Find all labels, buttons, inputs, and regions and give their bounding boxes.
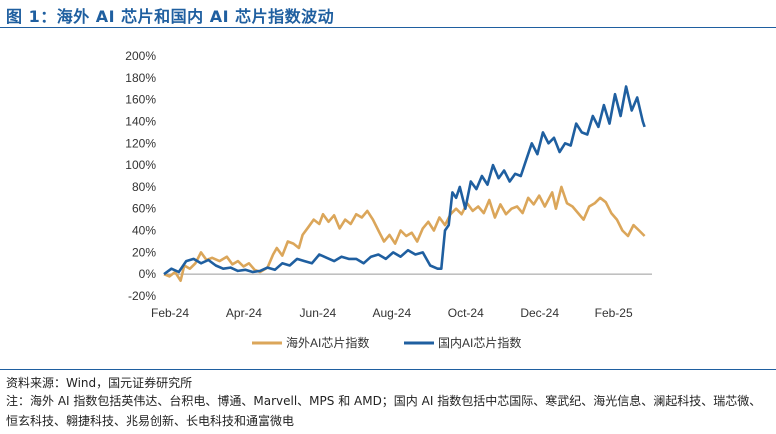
x-tick-label: Oct-24 bbox=[448, 306, 484, 320]
x-tick-label: Feb-24 bbox=[151, 306, 189, 320]
x-tick-label: Jun-24 bbox=[300, 306, 337, 320]
x-tick-label: Dec-24 bbox=[520, 306, 559, 320]
y-tick-label: 200% bbox=[125, 49, 156, 63]
y-tick-label: 20% bbox=[132, 245, 156, 259]
x-tick-label: Apr-24 bbox=[226, 306, 262, 320]
legend-label: 国内AI芯片指数 bbox=[438, 335, 521, 350]
series-line-domestic bbox=[163, 85, 646, 276]
x-tick-label: Feb-25 bbox=[595, 306, 633, 320]
series-lines bbox=[163, 85, 646, 282]
y-tick-label: -20% bbox=[128, 289, 156, 303]
y-tick-label: 0% bbox=[139, 267, 157, 281]
y-tick-label: 40% bbox=[132, 224, 156, 238]
figure-title: 图 1：海外 AI 芯片和国内 AI 芯片指数波动 bbox=[6, 7, 335, 26]
y-tick-label: 100% bbox=[125, 158, 156, 172]
y-tick-label: 80% bbox=[132, 180, 156, 194]
legend-label: 海外AI芯片指数 bbox=[286, 335, 369, 350]
y-tick-label: 60% bbox=[132, 202, 156, 216]
y-tick-label: 120% bbox=[125, 136, 156, 150]
title-divider bbox=[0, 27, 776, 28]
y-tick-label: 160% bbox=[125, 93, 156, 107]
x-axis-tick-labels: Feb-24 Apr-24 Jun-24 Aug-24 Oct-24 Dec-24 Feb-… bbox=[151, 306, 633, 320]
source-note: 资料来源：Wind，国元证券研究所 bbox=[6, 376, 193, 390]
series-line-overseas bbox=[163, 185, 646, 282]
y-axis-tick-labels: -20% 0% 20% 40% 60% 80% 100% 120% 140% 160% 180% 20… bbox=[125, 49, 156, 303]
index-composition-note: 注：海外 AI 指数包括英伟达、台积电、博通、Marvell、MPS 和 AMD… bbox=[6, 394, 762, 428]
y-tick-label: 180% bbox=[125, 71, 156, 85]
footer-divider bbox=[0, 369, 776, 370]
line-chart: -20% 0% 20% 40% 60% 80% 100% 120% 140% 160% 180% 20… bbox=[125, 49, 652, 350]
legend: 海外AI芯片指数 国内AI芯片指数 bbox=[252, 335, 521, 350]
y-tick-label: 140% bbox=[125, 114, 156, 128]
x-tick-label: Aug-24 bbox=[372, 306, 411, 320]
